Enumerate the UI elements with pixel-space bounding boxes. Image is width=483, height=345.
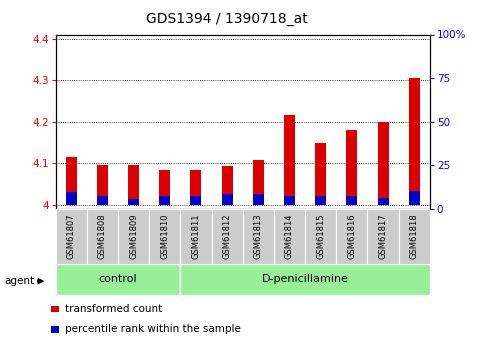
Text: GSM61810: GSM61810: [160, 213, 169, 259]
Text: transformed count: transformed count: [65, 304, 162, 314]
Bar: [284, 115, 295, 205]
Bar: [274, 209, 305, 264]
Text: percentile rank within the sample: percentile rank within the sample: [65, 325, 241, 334]
Bar: [398, 209, 430, 264]
Bar: [336, 209, 368, 264]
Bar: [51, 306, 59, 312]
Bar: [315, 143, 326, 205]
Bar: [378, 198, 388, 205]
Bar: [242, 209, 274, 264]
Text: control: control: [99, 275, 137, 284]
Text: GSM61809: GSM61809: [129, 213, 138, 259]
Text: GSM61811: GSM61811: [191, 213, 200, 259]
Bar: [180, 264, 430, 295]
Bar: [118, 209, 149, 264]
Bar: [97, 165, 108, 205]
Text: GSM61814: GSM61814: [285, 213, 294, 259]
Bar: [66, 157, 77, 205]
Text: GSM61818: GSM61818: [410, 213, 419, 259]
Text: agent: agent: [5, 276, 35, 286]
Bar: [378, 121, 388, 205]
Bar: [159, 170, 170, 205]
Bar: [56, 264, 180, 295]
Bar: [222, 194, 233, 205]
Bar: [305, 209, 336, 264]
Text: GSM61815: GSM61815: [316, 213, 325, 259]
Bar: [159, 196, 170, 205]
Bar: [51, 326, 59, 333]
Bar: [180, 209, 212, 264]
Bar: [253, 160, 264, 205]
Bar: [284, 196, 295, 205]
Bar: [222, 166, 233, 205]
Text: GSM61808: GSM61808: [98, 213, 107, 259]
Bar: [253, 194, 264, 205]
Bar: [409, 78, 420, 205]
Bar: [149, 209, 180, 264]
Bar: [56, 209, 87, 264]
Bar: [315, 196, 326, 205]
Bar: [409, 191, 420, 205]
Text: GSM61816: GSM61816: [347, 213, 356, 259]
Text: GSM61817: GSM61817: [379, 213, 387, 259]
Text: GDS1394 / 1390718_at: GDS1394 / 1390718_at: [146, 12, 308, 26]
Bar: [128, 199, 139, 205]
Bar: [346, 196, 357, 205]
Bar: [368, 209, 398, 264]
Bar: [97, 196, 108, 205]
Bar: [87, 209, 118, 264]
Bar: [128, 165, 139, 205]
Text: GSM61813: GSM61813: [254, 213, 263, 259]
Bar: [212, 209, 242, 264]
Bar: [66, 193, 77, 205]
Bar: [190, 170, 201, 205]
Bar: [190, 196, 201, 205]
Bar: [346, 130, 357, 205]
Text: D-penicillamine: D-penicillamine: [262, 275, 349, 284]
Text: GSM61812: GSM61812: [223, 213, 232, 259]
Text: GSM61807: GSM61807: [67, 213, 76, 259]
